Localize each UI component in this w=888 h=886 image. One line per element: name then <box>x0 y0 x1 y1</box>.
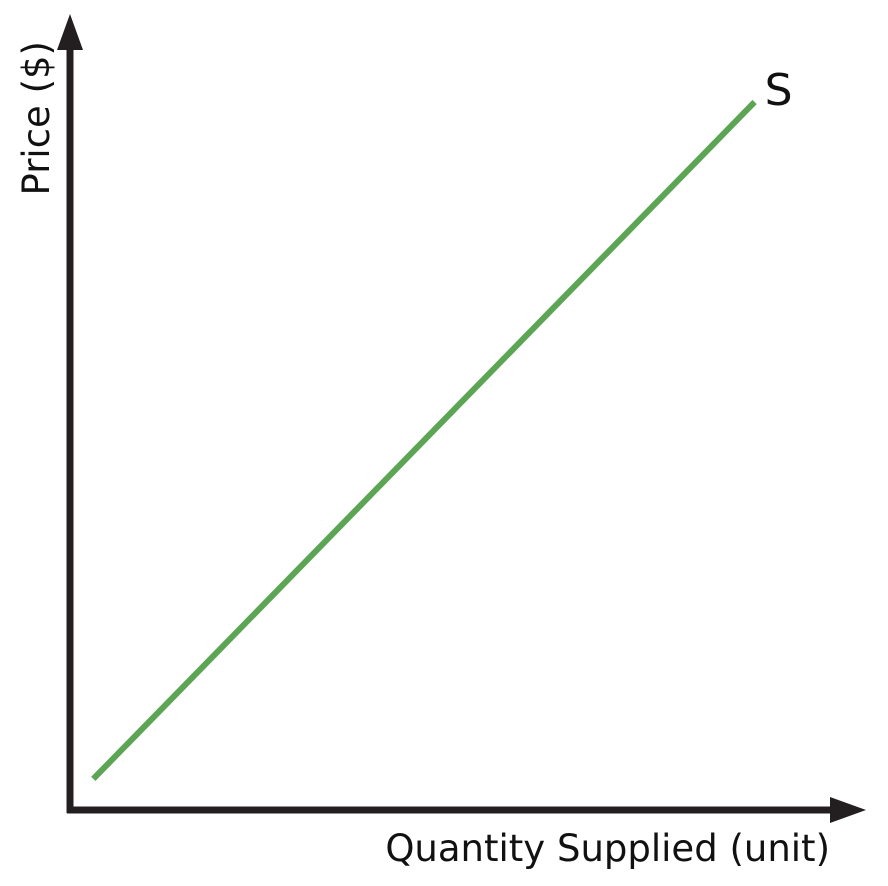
y-axis-arrowhead <box>57 14 83 50</box>
x-axis-arrowhead <box>830 797 866 823</box>
y-axis-title: Price ($) <box>15 41 58 195</box>
x-axis-title: Quantity Supplied (unit) <box>385 827 830 870</box>
supply-curve-line <box>91 99 757 781</box>
supply-curve-label: S <box>765 65 793 116</box>
series-layer: S <box>91 65 793 781</box>
